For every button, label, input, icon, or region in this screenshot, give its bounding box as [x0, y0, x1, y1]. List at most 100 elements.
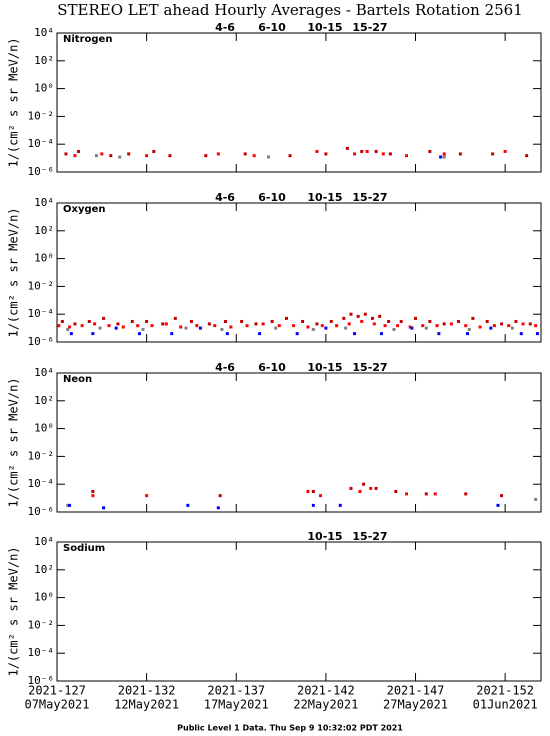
data-point [437, 332, 441, 336]
data-point [496, 503, 500, 507]
data-point [170, 332, 174, 336]
data-point [98, 326, 102, 330]
data-point [329, 319, 333, 323]
x-tick-label: 2021-152 [476, 684, 534, 698]
data-point [311, 503, 315, 507]
y-tick-label: 10⁰ [34, 591, 54, 604]
plot-frame [56, 372, 542, 513]
data-point [240, 319, 244, 323]
data-point [394, 489, 398, 493]
data-point [66, 503, 70, 507]
data-point [358, 489, 362, 493]
data-point [213, 324, 217, 328]
data-point [449, 322, 453, 326]
data-point [347, 322, 351, 326]
legend-label: 6-10 [258, 191, 286, 204]
data-point [224, 319, 228, 323]
legend-label: 15-27 [352, 21, 387, 34]
data-point [77, 149, 81, 153]
data-point [254, 322, 258, 326]
data-point [306, 325, 310, 329]
x-tick-date: 12May2021 [114, 698, 179, 712]
data-point [306, 489, 310, 493]
data-point [360, 149, 364, 153]
data-point [464, 324, 468, 328]
data-point [467, 327, 471, 331]
data-point [424, 492, 428, 496]
data-point [288, 154, 292, 158]
data-point [261, 322, 265, 326]
x-tick-label: 2021-147 [387, 684, 445, 698]
data-point [500, 494, 504, 498]
data-point [267, 155, 271, 159]
data-point [100, 152, 104, 156]
y-tick-label: 10⁻⁴ [28, 137, 55, 150]
data-point [353, 332, 357, 336]
data-point [503, 149, 507, 153]
page-title: STEREO LET ahead Hourly Averages - Barte… [57, 1, 523, 19]
data-point [252, 154, 256, 158]
y-tick-label: 10⁻² [28, 109, 55, 122]
data-point [315, 322, 319, 326]
data-point [91, 494, 95, 498]
data-point [421, 324, 425, 328]
data-point [349, 312, 353, 316]
data-point [102, 506, 106, 510]
data-point [152, 149, 156, 153]
data-point [189, 319, 193, 323]
data-point [535, 332, 539, 336]
y-tick-label: 10⁻⁴ [28, 307, 55, 320]
data-point [365, 149, 369, 153]
data-point [387, 319, 391, 323]
data-point [507, 324, 511, 328]
legend-label: 15-27 [352, 530, 387, 543]
data-point [457, 319, 461, 323]
x-tick-date: 17May2021 [204, 698, 269, 712]
data-point [428, 149, 432, 153]
data-point [68, 325, 72, 329]
data-point [145, 319, 149, 323]
legend-label: 6-10 [258, 21, 286, 34]
data-point [410, 326, 414, 330]
data-point [207, 322, 211, 326]
y-tick-label: 10⁰ [34, 252, 54, 265]
data-point [439, 155, 443, 159]
y-tick-label: 10⁻⁶ [28, 505, 55, 518]
data-point [145, 494, 149, 498]
legend-label: 10-15 [307, 191, 342, 204]
data-point [102, 316, 106, 320]
data-point [164, 322, 168, 326]
legend-label: 10-15 [307, 21, 342, 34]
data-point [243, 152, 247, 156]
data-point [405, 492, 409, 496]
data-point [471, 316, 475, 320]
data-point [428, 319, 432, 323]
legend-label: 4-6 [215, 191, 235, 204]
data-point [510, 326, 514, 330]
data-point [500, 322, 504, 326]
data-point [118, 155, 122, 159]
data-point [295, 332, 299, 336]
data-point [442, 322, 446, 326]
data-point [68, 503, 72, 507]
y-tick-label: 10⁻⁶ [28, 165, 55, 178]
data-point [258, 332, 262, 336]
data-point [274, 326, 278, 330]
data-point [370, 316, 374, 320]
data-point [349, 486, 353, 490]
y-tick-label: 10⁴ [34, 366, 54, 379]
data-point [137, 332, 141, 336]
data-point [320, 324, 324, 328]
data-point [109, 154, 113, 158]
y-tick-label: 10⁴ [34, 26, 54, 39]
data-point [392, 327, 396, 331]
data-point [319, 494, 323, 498]
data-point [478, 325, 482, 329]
data-point [161, 322, 165, 326]
data-point [521, 322, 525, 326]
data-point [145, 154, 149, 158]
data-point [116, 322, 120, 326]
data-point [80, 324, 84, 328]
data-point [433, 492, 437, 496]
